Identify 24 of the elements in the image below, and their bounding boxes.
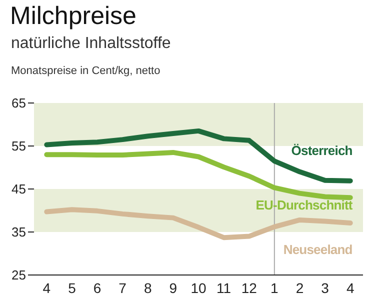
x-tick-label: 6 <box>93 280 102 296</box>
chart-subtitle: natürliche Inhaltsstoffe <box>11 35 171 53</box>
x-tick-label: 3 <box>321 280 330 296</box>
y-axis-title: Monatspreise in Cent/kg, netto <box>11 65 160 77</box>
y-tick-label: 25 <box>12 268 26 283</box>
x-tick-label: 12 <box>241 280 258 296</box>
x-tick-label: 9 <box>169 280 178 296</box>
x-tick-label: 7 <box>118 280 127 296</box>
series-label: Neuseeland <box>283 242 353 257</box>
y-tick-label: 55 <box>12 138 26 154</box>
y-tick-label: 45 <box>12 182 26 197</box>
y-tick-label: 65 <box>12 96 26 111</box>
x-tick-label: 10 <box>190 280 206 296</box>
series-label: Österreich <box>291 142 353 158</box>
x-tick-label: 5 <box>68 280 76 296</box>
x-tick-label: 8 <box>144 280 152 296</box>
chart-title: Milchpreise <box>10 2 136 31</box>
x-tick-label: 2 <box>296 280 304 296</box>
series-label: EU-Durchschnitt <box>256 198 354 213</box>
x-tick-label: 4 <box>346 280 354 296</box>
y-tick-label: 35 <box>12 224 26 240</box>
x-tick-label: 4 <box>42 280 51 296</box>
x-tick-label: 1 <box>270 280 279 296</box>
x-tick-label: 11 <box>216 280 232 296</box>
